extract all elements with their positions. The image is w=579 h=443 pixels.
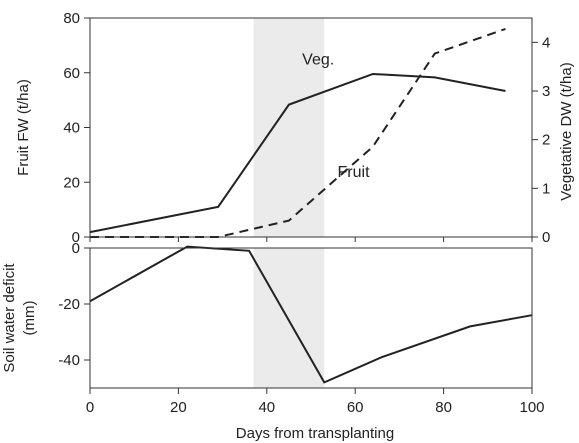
- top-left-ytick-label: 60: [63, 65, 80, 82]
- annotation-label: Fruit: [338, 164, 371, 181]
- xtick-label: 0: [86, 399, 94, 416]
- top-right-ytick-label: 3: [542, 83, 550, 100]
- xtick-label: 40: [258, 399, 275, 416]
- x-axis-title: Days from transplanting: [236, 425, 394, 442]
- top-series-0-line: [89, 72, 506, 234]
- xtick-label: 60: [347, 399, 364, 416]
- top-right-ytick-label: 1: [542, 180, 550, 197]
- bottom-panel-frame: [89, 247, 533, 389]
- bottom-ytick-label: -20: [58, 296, 80, 313]
- top-left-y-axis-title: Fruit FW (t/ha): [15, 79, 32, 176]
- bottom-series-0-line: [89, 245, 533, 384]
- annotation-label: Veg.: [302, 52, 334, 69]
- bottom-ytick-label: -40: [58, 352, 80, 369]
- bottom-ytick-label: 0: [72, 240, 80, 257]
- shaded-period-bottom: [253, 248, 325, 388]
- top-right-y-axis-title: Vegetative DW (t/ha): [558, 62, 575, 200]
- bottom-y-axis-title-line: Soil water deficit: [1, 263, 18, 373]
- top-left-ytick-label: 80: [63, 10, 80, 27]
- top-right-ytick-label: 2: [542, 132, 550, 149]
- xtick-label: 20: [170, 399, 187, 416]
- shade-layer: [253, 18, 325, 388]
- xtick-label: 80: [435, 399, 452, 416]
- top-right-ytick-label: 0: [542, 229, 550, 246]
- bottom-y-axis-title-line: (mm): [21, 301, 38, 336]
- top-left-ytick-label: 0: [72, 229, 80, 246]
- top-left-ytick-label: 40: [63, 120, 80, 137]
- top-left-ytick-label: 20: [63, 174, 80, 191]
- axes-layer: [84, 17, 538, 394]
- top-right-ytick-label: 4: [542, 34, 550, 51]
- xtick-label: 100: [519, 399, 544, 416]
